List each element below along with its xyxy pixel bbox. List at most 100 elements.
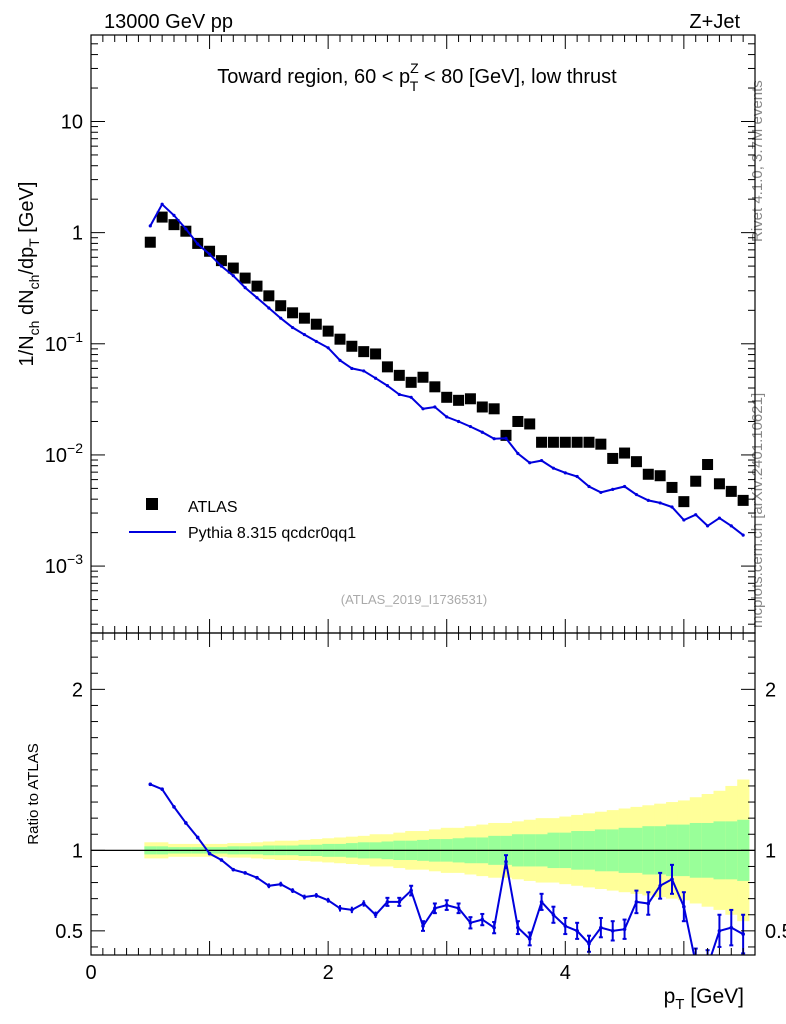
atlas-data-point (180, 225, 192, 237)
pythia-data-point (682, 518, 686, 522)
atlas-data-point (346, 340, 358, 352)
ratio-axes: 0 2 4 0.5 0.5 1 1 2 2 (55, 633, 786, 984)
ratio-data-point (148, 782, 153, 787)
pythia-data-point (456, 419, 461, 424)
legend: ATLAS Pythia 8.315 qcdcr0qq1 (129, 498, 356, 542)
atlas-data-point (536, 436, 548, 448)
ratio-data-point (682, 904, 686, 909)
atlas-data-point (678, 496, 690, 508)
pythia-data-point (539, 458, 544, 463)
x-tick-label: 0 (85, 962, 96, 984)
y-tick-label: 10−1 (45, 329, 83, 356)
atlas-data-point (547, 436, 559, 448)
main-y-axis-label: 1/Nch dNch/dpT [GeV] (16, 182, 42, 367)
y-tick-label: 1 (72, 223, 83, 245)
main-y-axis: 10−3 10−2 10−1 1 10 (45, 34, 755, 625)
ratio-data-point (456, 906, 461, 911)
atlas-data-point (500, 429, 512, 441)
pythia-data-point (207, 252, 212, 256)
ratio-data-point (563, 924, 568, 928)
pythia-data-point (231, 274, 235, 278)
pythia-data-point (705, 524, 710, 528)
ratio-data-point (267, 883, 271, 888)
ratio-data-point (516, 925, 520, 930)
pythia-data-point (219, 264, 224, 268)
pythia-data-point (563, 471, 567, 475)
legend-atlas-marker (146, 498, 158, 510)
ratio-data-point (302, 895, 307, 899)
pythia-data-point (622, 484, 627, 489)
atlas-data-point (524, 418, 536, 430)
pythia-data-point (480, 430, 484, 434)
pythia-data-point (409, 395, 413, 399)
atlas-data-point (441, 391, 453, 403)
legend-atlas-label: ATLAS (188, 499, 238, 516)
ratio-data-point (587, 941, 591, 946)
atlas-data-point (275, 300, 287, 312)
pythia-data-point (741, 533, 745, 537)
pythia-data-point (267, 306, 271, 310)
atlas-data-point (156, 211, 168, 223)
pythia-data-point (148, 224, 152, 228)
atlas-data-point (287, 307, 299, 319)
ratio-y-axis-label: Ratio to ATLAS (25, 743, 42, 844)
pythia-data-point (575, 474, 579, 479)
ratio-data-point (646, 901, 651, 906)
ratio-data-point (338, 906, 342, 911)
main-x-axis (90, 35, 756, 633)
ratio-data-point (539, 900, 544, 904)
ratio-data-point (610, 929, 615, 933)
atlas-data-point (476, 401, 488, 413)
pythia-data-point (528, 461, 532, 465)
atlas-data-point (464, 393, 476, 405)
ratio-frame (90, 632, 756, 956)
atlas-data-point (690, 475, 702, 487)
ratio-y-tick-label: 1 (72, 840, 83, 862)
ratio-data-point (397, 900, 402, 904)
main-frame (90, 34, 756, 634)
pythia-data-point (634, 492, 639, 497)
pythia-data-point (373, 376, 378, 380)
pythia-data-point (385, 384, 390, 388)
x-axis-label: pT [GeV] (664, 985, 744, 1013)
ratio-data-point (729, 925, 734, 930)
atlas-data-point (666, 481, 678, 493)
ratio-data-point (622, 927, 627, 932)
ratio-data-point (160, 787, 164, 791)
x-tick-label: 4 (560, 962, 571, 984)
atlas-data-point (381, 361, 393, 373)
atlas-data-point (310, 318, 322, 330)
ratio-data-point (444, 903, 449, 907)
ratio-data-point (243, 871, 247, 875)
atlas-data-point (204, 245, 216, 257)
ratio-data-point (172, 805, 176, 809)
ratio-y-tick-label-right: 1 (765, 840, 776, 862)
ratio-series-group (148, 782, 746, 955)
pythia-data-point (350, 366, 354, 371)
atlas-data-point (144, 236, 156, 248)
pythia-data-point (729, 524, 733, 528)
pythia-data-point (196, 242, 200, 246)
pythia-data-point (468, 424, 473, 429)
ratio-data-point (326, 898, 330, 903)
atlas-data-point (595, 438, 607, 450)
x-tick-label: 2 (323, 962, 334, 984)
reference-analysis-label: (ATLAS_2019_I1736531) (341, 592, 487, 607)
pythia-data-point (290, 325, 295, 330)
ratio-data-point (468, 921, 473, 925)
y-tick-label: 10 (61, 111, 83, 133)
ratio-data-point (658, 883, 662, 888)
pythia-data-point (599, 490, 603, 495)
atlas-data-point (583, 436, 595, 448)
ratio-y-tick-label-right: 2 (765, 679, 776, 701)
atlas-data-point (358, 346, 370, 358)
atlas-data-point (702, 459, 714, 471)
main-title: Toward region, 60 < pZ T < 80 [GeV], low … (217, 60, 617, 94)
ratio-data-point (527, 937, 532, 941)
pythia-data-point (551, 466, 556, 470)
ratio-data-point (480, 917, 485, 922)
pythia-data-point (504, 436, 508, 440)
ratio-data-point (373, 912, 378, 917)
atlas-data-point (453, 394, 465, 406)
